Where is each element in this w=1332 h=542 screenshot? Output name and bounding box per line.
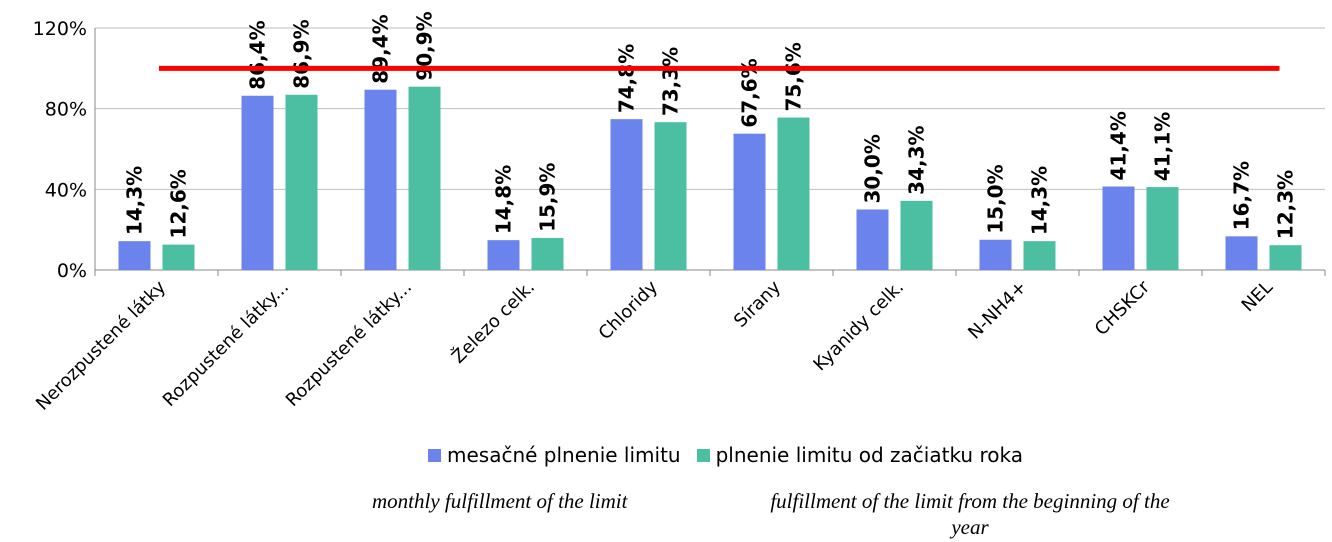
bar-monthly <box>1102 186 1135 270</box>
translation-monthly: monthly fulfillment of the limit <box>372 489 628 513</box>
legend-label-monthly: mesačné plnenie limitu <box>447 443 681 467</box>
bar-ytd <box>777 117 810 270</box>
y-tick-label: 40% <box>45 179 87 201</box>
legend-swatch-monthly <box>428 448 441 462</box>
bar-monthly <box>979 239 1012 270</box>
data-label: 15,9% <box>536 163 560 232</box>
bar-ytd <box>162 244 195 270</box>
y-tick-label: 120% <box>33 18 87 40</box>
legend-swatch-ytd <box>696 448 710 462</box>
bar-monthly <box>118 241 151 270</box>
x-tick-label: CHSKCr <box>1091 276 1155 340</box>
bar-chart: 0% 40% 80% 120% 14,3% 12,6% Nerozpustené látky… <box>32 11 1326 415</box>
bar-ytd <box>408 86 441 270</box>
x-tick-label: Kyanidy celk. <box>809 277 908 376</box>
legend: mesačné plnenie limitu plnenie limitu od… <box>428 443 1039 467</box>
x-tick-label: Nerozpustené látky <box>32 276 170 414</box>
data-label: 74,8% <box>615 44 639 113</box>
x-tick-label: Železo celk. <box>447 276 539 368</box>
bar-ytd <box>285 94 318 270</box>
data-label: 12,6% <box>167 169 191 238</box>
data-label: 73,3% <box>659 47 683 116</box>
legend-item-ytd: plnenie limitu od začiatku roka <box>696 443 1023 467</box>
data-label: 41,1% <box>1151 112 1175 181</box>
bar-ytd <box>1269 245 1302 270</box>
y-tick-label: 80% <box>45 99 87 121</box>
data-label: 12,3% <box>1274 170 1298 239</box>
data-label: 15,0% <box>984 164 1008 233</box>
bar-ytd <box>1146 187 1179 270</box>
bar-monthly <box>610 119 643 270</box>
data-label: 89,4% <box>369 14 393 83</box>
translation-ytd: fulfillment of the limit from the beginn… <box>770 489 1170 539</box>
bar-monthly <box>364 89 397 271</box>
x-tick-label: N-NH4+ <box>964 277 1031 344</box>
legend-label-ytd: plnenie limitu od začiatku roka <box>715 443 1023 467</box>
data-label: 41,4% <box>1107 111 1131 180</box>
bar-monthly <box>241 95 274 270</box>
data-label: 14,3% <box>1028 166 1052 235</box>
x-tick-label: Chloridy <box>595 276 663 344</box>
data-label: 14,3% <box>123 166 147 235</box>
x-tick-label: Sírany <box>730 276 785 331</box>
x-tick-label: NEL <box>1238 277 1278 317</box>
bar-ytd <box>654 122 687 270</box>
bar-ytd <box>531 237 564 270</box>
x-tick-label: Rozpustené látky... <box>159 277 293 411</box>
bar-ytd <box>900 200 933 270</box>
bar-monthly <box>487 240 520 270</box>
data-label: 16,7% <box>1230 161 1254 230</box>
x-tick-label: Rozpustené látky... <box>282 277 416 411</box>
bar-monthly <box>1225 236 1258 270</box>
data-label: 86,4% <box>246 20 270 89</box>
data-label: 30,0% <box>861 134 885 203</box>
bar-monthly <box>856 209 889 270</box>
bar-monthly <box>733 133 766 270</box>
y-tick-label: 0% <box>57 260 87 282</box>
data-label: 86,9% <box>290 19 314 88</box>
legend-item-monthly: mesačné plnenie limitu <box>428 443 681 467</box>
bar-ytd <box>1023 241 1056 270</box>
data-label: 75,6% <box>782 42 806 111</box>
data-label: 14,8% <box>492 165 516 234</box>
data-label: 34,3% <box>905 125 929 194</box>
